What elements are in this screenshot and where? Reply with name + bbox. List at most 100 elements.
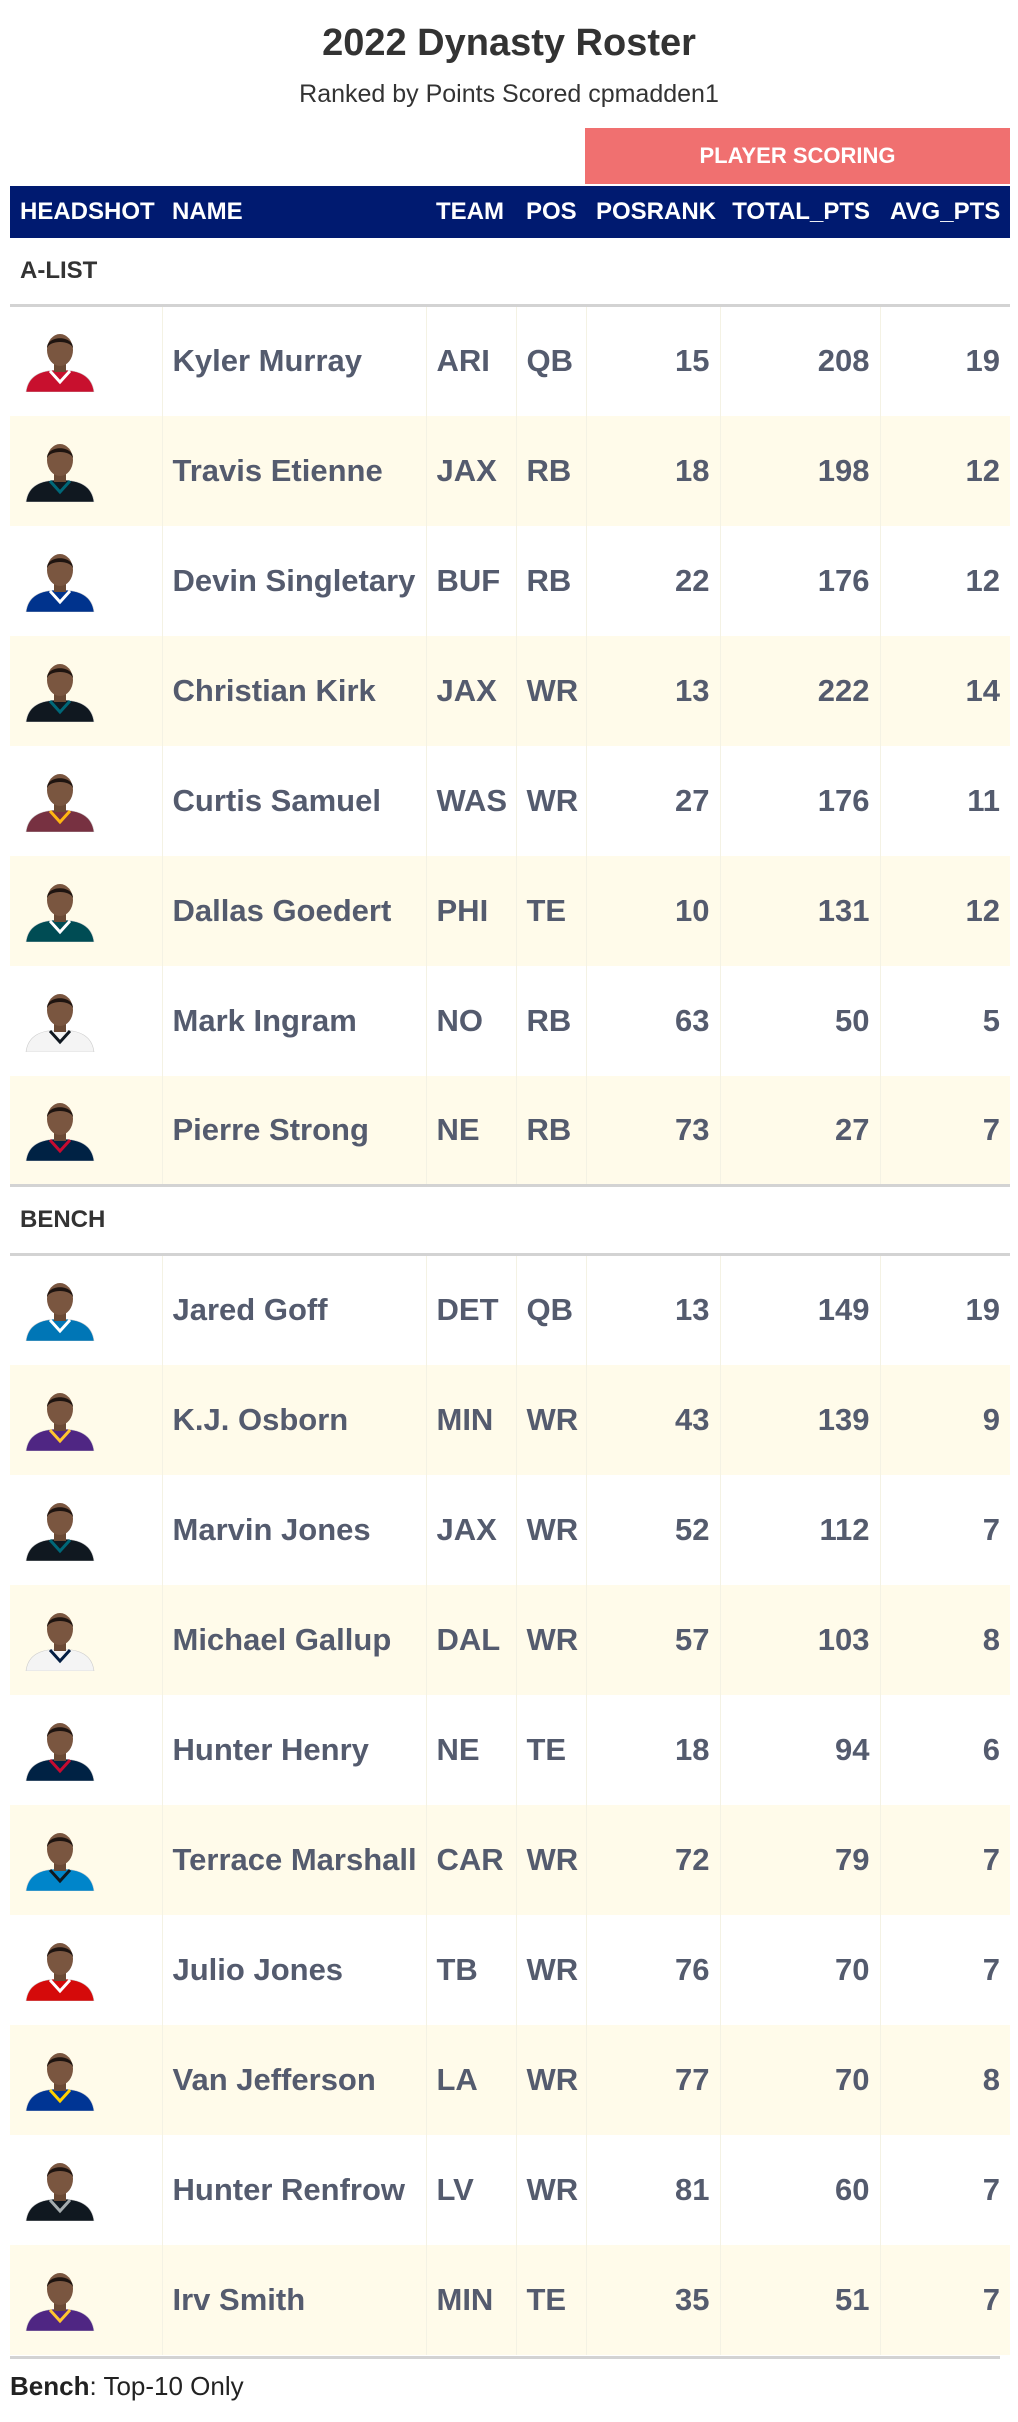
player-posrank: 76 xyxy=(585,1914,720,2025)
player-total-pts: 208 xyxy=(719,305,880,416)
player-avg-pts: 8 xyxy=(879,1584,1010,1695)
player-team: BUF xyxy=(425,525,516,636)
group-label-alist: A-LIST xyxy=(10,238,1010,307)
table-row: Van Jefferson LA WR 77 70 8 xyxy=(10,2024,1010,2135)
player-team: LA xyxy=(425,2024,516,2135)
player-pos: WR xyxy=(515,1364,586,1475)
player-posrank: 10 xyxy=(585,855,720,966)
headshot-cell xyxy=(10,746,162,856)
headshot-cell xyxy=(10,2245,162,2355)
player-team: DET xyxy=(425,1254,516,1365)
player-total-pts: 112 xyxy=(719,1474,880,1585)
headshot-cell xyxy=(10,526,162,636)
player-total-pts: 70 xyxy=(719,2024,880,2135)
player-team: CAR xyxy=(425,1804,516,1915)
col-header-name[interactable]: NAME xyxy=(172,198,243,225)
player-pos: WR xyxy=(515,2024,586,2135)
player-team: TB xyxy=(425,1914,516,2025)
player-avg-pts: 11 xyxy=(879,745,1010,856)
player-pos: RB xyxy=(515,525,586,636)
player-team: LV xyxy=(425,2134,516,2245)
player-headshot-icon xyxy=(25,1502,95,1561)
player-pos: WR xyxy=(515,1584,586,1695)
headshot-cell xyxy=(10,1805,162,1915)
table-subtitle: Ranked by Points Scored cpmadden1 xyxy=(299,80,719,108)
table-row: Pierre Strong NE RB 73 27 7 xyxy=(10,1075,1010,1186)
col-header-pos[interactable]: POS xyxy=(526,198,577,225)
player-posrank: 73 xyxy=(585,1075,720,1186)
col-header-posrank[interactable]: POSRANK xyxy=(596,198,717,225)
player-posrank: 15 xyxy=(585,305,720,416)
player-avg-pts: 7 xyxy=(879,2134,1010,2245)
player-team: JAX xyxy=(425,1474,516,1585)
table-row: Kyler Murray ARI QB 15 208 19 xyxy=(10,305,1010,416)
player-total-pts: 176 xyxy=(719,745,880,856)
player-posrank: 81 xyxy=(585,2134,720,2245)
player-total-pts: 51 xyxy=(719,2244,880,2355)
player-posrank: 43 xyxy=(585,1364,720,1475)
player-total-pts: 60 xyxy=(719,2134,880,2245)
col-header-avg-pts[interactable]: AVG_PTS xyxy=(890,198,1001,225)
player-pos: WR xyxy=(515,745,586,856)
player-posrank: 13 xyxy=(585,1254,720,1365)
player-total-pts: 94 xyxy=(719,1694,880,1805)
player-team: NE xyxy=(425,1075,516,1186)
player-headshot-icon xyxy=(25,1612,95,1671)
roster-table: HEADSHOT NAME TEAM POS POSRANK TOTAL_PTS… xyxy=(10,186,1010,2355)
player-headshot-icon xyxy=(25,1942,95,2001)
player-headshot-icon xyxy=(25,663,95,722)
player-team: MIN xyxy=(425,2244,516,2355)
player-name: Hunter Henry xyxy=(161,1694,426,1805)
headshot-cell xyxy=(10,1255,162,1365)
col-header-total-pts[interactable]: TOTAL_PTS xyxy=(732,198,870,225)
player-posrank: 27 xyxy=(585,745,720,856)
player-avg-pts: 14 xyxy=(879,635,1010,746)
player-headshot-icon xyxy=(25,553,95,612)
player-avg-pts: 6 xyxy=(879,1694,1010,1805)
player-posrank: 35 xyxy=(585,2244,720,2355)
player-pos: WR xyxy=(515,2134,586,2245)
table-row: Travis Etienne JAX RB 18 198 12 xyxy=(10,415,1010,526)
player-name: Irv Smith xyxy=(161,2244,426,2355)
player-team: PHI xyxy=(425,855,516,966)
player-posrank: 63 xyxy=(585,965,720,1076)
player-posrank: 22 xyxy=(585,525,720,636)
player-name: Jared Goff xyxy=(161,1254,426,1365)
player-avg-pts: 7 xyxy=(879,2244,1010,2355)
player-name: Pierre Strong xyxy=(161,1075,426,1186)
player-avg-pts: 19 xyxy=(879,305,1010,416)
player-headshot-icon xyxy=(25,334,95,393)
table-row: Irv Smith MIN TE 35 51 7 xyxy=(10,2244,1010,2355)
player-avg-pts: 5 xyxy=(879,965,1010,1076)
headshot-cell xyxy=(10,1475,162,1585)
player-headshot-icon xyxy=(25,2272,95,2331)
player-headshot-icon xyxy=(25,1392,95,1451)
player-posrank: 18 xyxy=(585,1694,720,1805)
table-row: Julio Jones TB WR 76 70 7 xyxy=(10,1914,1010,2025)
player-pos: WR xyxy=(515,1914,586,2025)
table-row: Jared Goff DET QB 13 149 19 xyxy=(10,1254,1010,1365)
player-name: Devin Singletary xyxy=(161,525,426,636)
player-pos: TE xyxy=(515,855,586,966)
player-total-pts: 222 xyxy=(719,635,880,746)
player-avg-pts: 12 xyxy=(879,525,1010,636)
player-team: JAX xyxy=(425,635,516,746)
column-spanner-row: PLAYER SCORING xyxy=(10,128,1010,186)
player-avg-pts: 8 xyxy=(879,2024,1010,2135)
group-row-alist: A-LIST xyxy=(10,238,1010,307)
player-pos: WR xyxy=(515,635,586,746)
player-pos: QB xyxy=(515,305,586,416)
player-headshot-icon xyxy=(25,443,95,502)
col-header-team[interactable]: TEAM xyxy=(436,198,504,225)
group-label-bench: BENCH xyxy=(10,1184,1010,1256)
headshot-cell xyxy=(10,1695,162,1805)
player-pos: RB xyxy=(515,965,586,1076)
player-pos: TE xyxy=(515,2244,586,2355)
player-posrank: 72 xyxy=(585,1804,720,1915)
player-name: K.J. Osborn xyxy=(161,1364,426,1475)
player-pos: TE xyxy=(515,1694,586,1805)
col-header-headshot[interactable]: HEADSHOT xyxy=(20,198,155,225)
headshot-cell xyxy=(10,306,162,416)
player-avg-pts: 7 xyxy=(879,1474,1010,1585)
headshot-cell xyxy=(10,856,162,966)
